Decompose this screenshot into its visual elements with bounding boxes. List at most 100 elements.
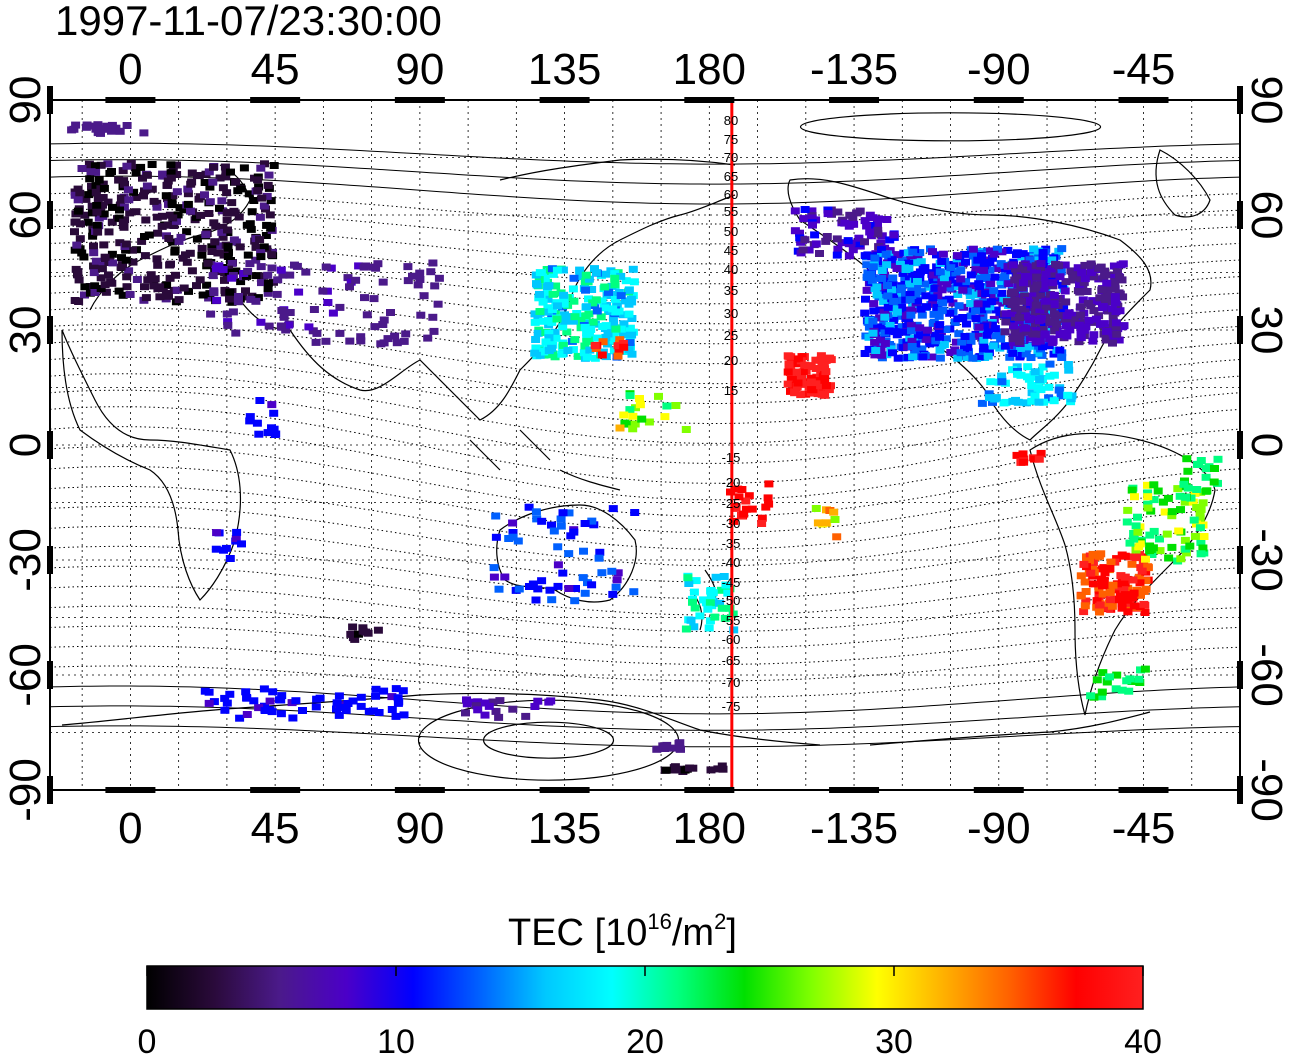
tec-patch bbox=[1106, 558, 1116, 566]
tec-patch bbox=[236, 278, 246, 286]
tec-patch bbox=[1118, 293, 1128, 301]
tec-patch bbox=[545, 586, 555, 594]
tec-patch bbox=[1139, 600, 1149, 608]
tec-patch bbox=[118, 291, 128, 299]
tec-patch bbox=[581, 312, 591, 320]
tec-patch bbox=[1036, 260, 1046, 267]
tec-patch bbox=[986, 298, 996, 306]
tec-patch bbox=[334, 711, 344, 719]
tec-patch bbox=[98, 201, 107, 209]
bottom-lon-tick: -90 bbox=[967, 804, 1031, 853]
tec-patch bbox=[611, 308, 621, 316]
contour-line bbox=[50, 645, 1240, 682]
tec-patch bbox=[558, 266, 568, 274]
tec-patch bbox=[211, 265, 221, 273]
tec-patch bbox=[1030, 368, 1040, 376]
tec-patch bbox=[209, 289, 219, 297]
tec-patch bbox=[1062, 332, 1072, 340]
tec-patch bbox=[544, 282, 554, 290]
left-lat-tick: -90 bbox=[1, 758, 50, 822]
tec-patch bbox=[130, 164, 140, 172]
tec-patch bbox=[671, 402, 681, 409]
tec-patch bbox=[1134, 551, 1144, 559]
tec-patch bbox=[428, 259, 438, 267]
tec-patch bbox=[917, 311, 927, 319]
tec-patch bbox=[163, 181, 173, 189]
tec-patch bbox=[122, 283, 132, 291]
tec-patch bbox=[242, 694, 252, 702]
tec-patch bbox=[1120, 579, 1130, 587]
tec-patch bbox=[182, 258, 192, 266]
tec-patch bbox=[811, 356, 821, 364]
tec-patch bbox=[335, 303, 345, 311]
tec-patch bbox=[804, 246, 814, 254]
tec-patch bbox=[174, 296, 184, 304]
tec-patch bbox=[183, 190, 193, 198]
tec-patch bbox=[1081, 588, 1091, 595]
tec-patch bbox=[979, 258, 989, 266]
tec-patch bbox=[1115, 274, 1125, 281]
tec-patch bbox=[235, 243, 245, 251]
tec-patch bbox=[609, 320, 619, 328]
left-lat-tick: 90 bbox=[1, 76, 50, 125]
tec-patch bbox=[70, 246, 80, 254]
tec-patch bbox=[265, 706, 275, 714]
tec-patch bbox=[863, 274, 873, 281]
tec-patch bbox=[1143, 481, 1152, 489]
tec-patch bbox=[915, 274, 925, 282]
tec-patch bbox=[468, 698, 477, 706]
tec-patch bbox=[609, 291, 619, 298]
tec-patch bbox=[207, 243, 217, 251]
tec-patch bbox=[75, 245, 85, 253]
tec-patch bbox=[243, 267, 253, 275]
tec-patch bbox=[255, 397, 265, 404]
tec-patch bbox=[876, 336, 885, 344]
tec-patch bbox=[118, 167, 128, 175]
tec-patch bbox=[990, 325, 1000, 333]
tec-patch bbox=[874, 215, 884, 223]
tec-patch bbox=[528, 580, 538, 588]
tec-patch bbox=[114, 176, 124, 184]
tec-patch bbox=[1104, 599, 1114, 607]
tec-patch bbox=[205, 183, 215, 191]
tec-patch bbox=[1193, 460, 1202, 468]
tec-patch bbox=[973, 300, 983, 308]
tec-patch bbox=[242, 711, 252, 718]
tec-patch bbox=[1056, 392, 1066, 400]
tec-patch bbox=[351, 276, 361, 284]
tec-patch bbox=[1149, 527, 1159, 535]
tec-patch bbox=[579, 547, 588, 555]
tec-patch bbox=[81, 195, 91, 203]
tec-patch bbox=[575, 266, 585, 274]
tec-patch bbox=[266, 197, 276, 205]
tec-patch bbox=[179, 284, 189, 292]
contour-label: -30 bbox=[722, 516, 741, 531]
tec-patch bbox=[1076, 275, 1086, 283]
tec-patch bbox=[1058, 281, 1068, 289]
tec-patch bbox=[491, 512, 501, 520]
tec-patch bbox=[226, 168, 235, 176]
tec-patch bbox=[612, 576, 622, 584]
colorbar-tick-label: 10 bbox=[377, 1023, 415, 1057]
tec-patch bbox=[343, 700, 353, 707]
tec-patch bbox=[974, 280, 984, 288]
tec-patch bbox=[793, 379, 803, 387]
tec-patch bbox=[1076, 572, 1086, 580]
tec-patch bbox=[212, 296, 222, 304]
tec-patch bbox=[965, 332, 975, 340]
tec-patch bbox=[1140, 665, 1150, 673]
tec-patch bbox=[197, 251, 207, 259]
tec-patch bbox=[546, 697, 556, 705]
tec-patch bbox=[757, 520, 767, 527]
tec-patch bbox=[92, 202, 102, 209]
tec-patch bbox=[371, 692, 381, 700]
tec-patch bbox=[136, 163, 146, 171]
tec-patch bbox=[960, 250, 970, 258]
tec-patch bbox=[1202, 487, 1212, 495]
tec-patch bbox=[556, 522, 566, 530]
tec-patch bbox=[892, 308, 902, 316]
contour-label: -75 bbox=[722, 699, 741, 714]
tec-patch bbox=[1049, 397, 1059, 405]
tec-patch bbox=[387, 706, 397, 713]
tec-patch bbox=[975, 353, 985, 361]
